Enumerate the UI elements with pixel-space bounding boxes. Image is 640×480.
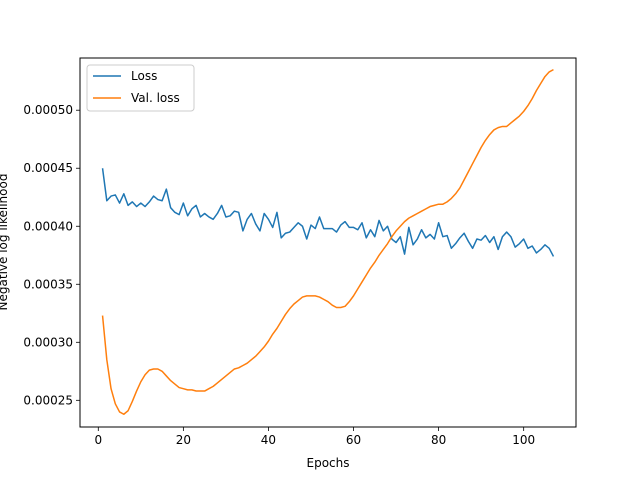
x-tick-label: 100 xyxy=(512,433,535,447)
y-tick-label: 0.00025 xyxy=(23,393,73,407)
y-tick-label: 0.00050 xyxy=(23,103,73,117)
series-line-loss xyxy=(101,168,555,257)
series-layer xyxy=(101,68,555,415)
x-tick-label: 40 xyxy=(261,433,276,447)
legend-label-loss: Loss xyxy=(131,69,157,83)
x-axis-label: Epochs xyxy=(307,456,350,470)
tick-layer: 0 20 40 60 80 100 0.00025 0.00030 0.00035 0.00040… xyxy=(23,103,535,447)
y-tick-label: 0.00030 xyxy=(23,335,73,349)
x-tick-label: 20 xyxy=(176,433,191,447)
legend-label-val-loss: Val. loss xyxy=(131,91,180,105)
y-tick-label: 0.00045 xyxy=(23,161,73,175)
x-tick-label: 80 xyxy=(431,433,446,447)
plot-frame xyxy=(79,57,577,428)
series-line-val-loss xyxy=(101,68,554,415)
plot-area xyxy=(80,58,576,427)
x-tick-label: 60 xyxy=(346,433,361,447)
y-tick-label: 0.00035 xyxy=(23,277,73,291)
x-tick-label: 0 xyxy=(94,433,102,447)
y-axis-label: Negative log likelihood xyxy=(0,174,10,311)
y-tick-label: 0.00040 xyxy=(23,219,73,233)
legend: Loss Val. loss xyxy=(86,64,195,112)
